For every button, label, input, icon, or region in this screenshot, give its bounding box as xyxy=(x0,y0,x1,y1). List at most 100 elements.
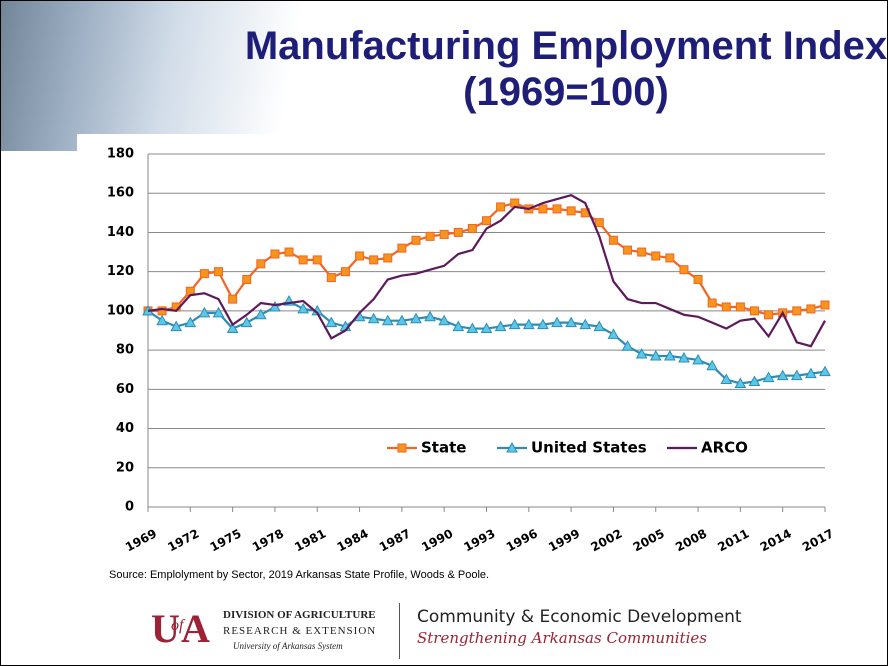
divider xyxy=(399,603,400,659)
data-point xyxy=(198,306,211,318)
data-point xyxy=(607,328,620,339)
data-point xyxy=(579,318,592,330)
data-point xyxy=(623,245,633,255)
source-note: Source: Emplolyment by Sector, 2019 Arka… xyxy=(109,569,490,581)
data-point xyxy=(806,304,816,314)
data-point xyxy=(494,320,507,332)
data-point xyxy=(242,275,252,285)
data-point xyxy=(396,314,408,326)
data-point xyxy=(735,302,745,312)
data-point xyxy=(594,218,604,228)
data-point xyxy=(452,320,465,332)
data-point xyxy=(748,375,761,386)
x-tick-label: 2002 xyxy=(588,526,624,554)
division: DIVISION OF AGRICULTURE xyxy=(223,609,376,621)
y-tick-label: 180 xyxy=(107,147,134,162)
data-point xyxy=(355,251,365,261)
data-point xyxy=(410,312,422,324)
x-tick-label: 2011 xyxy=(715,526,751,554)
data-point xyxy=(312,255,322,265)
header-photo xyxy=(1,1,331,151)
legend-marker xyxy=(397,443,407,453)
data-point xyxy=(651,251,661,261)
data-point xyxy=(552,204,562,214)
data-point xyxy=(508,318,521,330)
data-point xyxy=(649,349,662,361)
x-tick-label: 1972 xyxy=(165,526,201,554)
data-point xyxy=(326,273,336,283)
data-point xyxy=(776,369,789,381)
data-point xyxy=(637,247,647,257)
x-tick-label: 2017 xyxy=(800,526,836,554)
data-point xyxy=(466,322,479,334)
data-point xyxy=(269,300,281,312)
x-tick-label: 1990 xyxy=(419,526,455,554)
data-point xyxy=(199,269,209,279)
y-tick-label: 160 xyxy=(107,186,134,201)
data-point xyxy=(367,312,380,324)
data-point xyxy=(522,318,535,330)
x-tick-label: 2005 xyxy=(631,526,667,554)
data-point xyxy=(270,249,280,259)
data-point xyxy=(397,243,407,253)
y-tick-label: 0 xyxy=(125,500,134,515)
data-point xyxy=(424,310,436,322)
data-point xyxy=(790,369,803,381)
program: Community & Economic Development xyxy=(417,607,742,627)
data-point xyxy=(721,302,731,312)
chart: 0 20 40 60 80 100 120 140 160 180 1969 1972 1975 1978… xyxy=(77,134,857,569)
data-point xyxy=(792,306,802,316)
data-point xyxy=(706,359,719,371)
x-tick-label: 1999 xyxy=(546,526,582,554)
y-tick-label: 20 xyxy=(116,460,134,475)
data-point xyxy=(496,202,506,212)
x-tick-label: 1993 xyxy=(461,526,497,554)
data-point xyxy=(212,306,225,318)
research: RESEARCH & EXTENSION xyxy=(223,625,377,637)
data-point xyxy=(256,259,266,269)
data-point xyxy=(383,253,393,263)
data-point xyxy=(228,294,238,304)
data-point xyxy=(284,247,294,257)
data-point xyxy=(369,255,379,265)
legend-marker xyxy=(506,441,518,453)
logo-a: A xyxy=(181,606,210,651)
x-tick-label: 1987 xyxy=(377,526,413,554)
data-point xyxy=(184,316,197,328)
legend-label: State xyxy=(421,439,466,457)
data-point xyxy=(411,235,421,245)
data-point xyxy=(692,353,704,365)
x-tick-label: 1975 xyxy=(208,526,244,554)
system: University of Arkansas System xyxy=(233,641,343,651)
data-point xyxy=(762,371,775,383)
data-point xyxy=(480,322,493,334)
data-point xyxy=(679,265,689,275)
y-tick-label: 80 xyxy=(116,343,134,358)
data-point xyxy=(214,267,224,277)
data-point xyxy=(707,298,717,308)
legend-label: United States xyxy=(531,439,647,457)
data-point xyxy=(438,314,451,326)
data-point xyxy=(593,320,606,332)
y-tick-label: 120 xyxy=(107,264,134,279)
data-point xyxy=(170,320,183,332)
data-point xyxy=(381,314,394,326)
y-tick-label: 40 xyxy=(116,421,134,436)
x-tick-label: 1981 xyxy=(292,526,328,554)
data-point xyxy=(538,204,548,214)
data-point xyxy=(734,377,747,388)
data-point xyxy=(749,306,759,316)
data-point xyxy=(551,316,563,328)
data-point xyxy=(565,316,577,328)
x-tick-label: 2008 xyxy=(673,526,709,554)
logo: U of A xyxy=(151,605,210,651)
legend-label: ARCO xyxy=(701,439,748,457)
data-point xyxy=(635,348,648,359)
data-point xyxy=(439,229,449,239)
data-point xyxy=(805,367,817,379)
data-point xyxy=(254,308,267,320)
slide-title: Manufacturing Employment Index (1969=100… xyxy=(244,24,888,114)
data-point xyxy=(764,310,774,320)
data-point xyxy=(340,267,350,277)
data-point xyxy=(820,300,830,310)
